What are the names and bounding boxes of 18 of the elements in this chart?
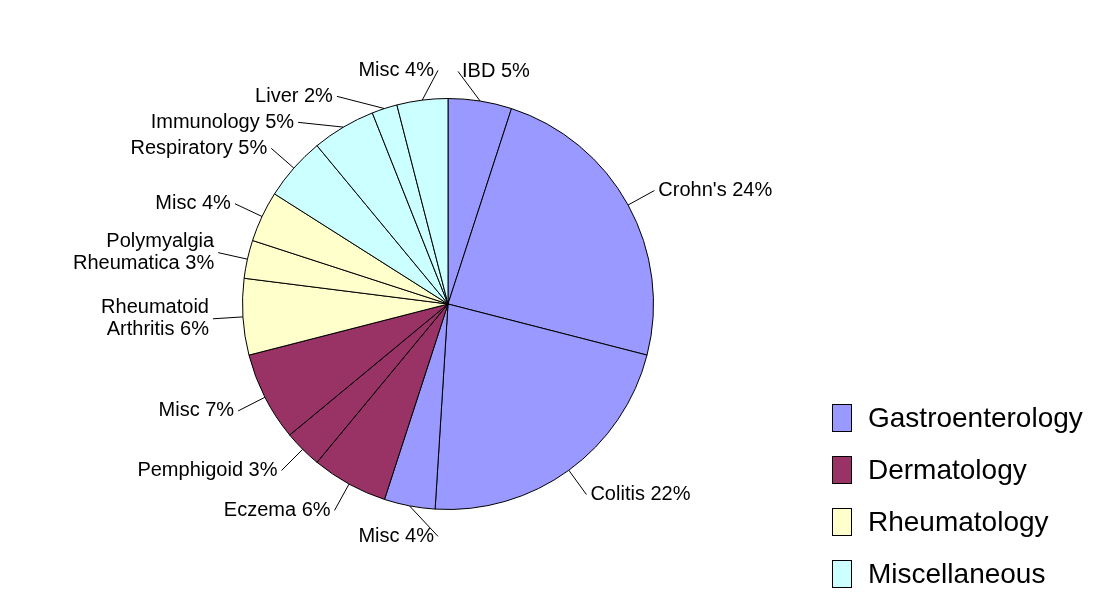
slice-label: Misc 4%	[358, 523, 435, 546]
slice-label: Colitis 22%	[590, 482, 691, 505]
slice-label: Crohn's 24%	[658, 178, 773, 201]
slice-label: Pemphigoid 3%	[137, 458, 278, 481]
text: Rheumatology	[868, 506, 1049, 538]
slice-label: Immunology 5%	[150, 109, 295, 132]
slice-label: Rheumatoid Arthritis 6%	[101, 295, 210, 340]
slice-label: Liver 2%	[255, 83, 334, 106]
slice-label: Misc 4%	[155, 191, 232, 214]
text: Gastroenterology	[868, 402, 1083, 434]
slice-label: IBD 5%	[462, 58, 531, 81]
slice-label: Eczema 6%	[223, 497, 331, 520]
slice-label: Misc 4%	[358, 57, 435, 80]
text: Miscellaneous	[868, 558, 1046, 590]
text: Dermatology	[868, 454, 1027, 486]
slice-label: Respiratory 5%	[130, 135, 268, 158]
slice-label: Polymyalgia Rheumatica 3%	[72, 229, 216, 274]
slice-label: Misc 7%	[158, 398, 235, 421]
